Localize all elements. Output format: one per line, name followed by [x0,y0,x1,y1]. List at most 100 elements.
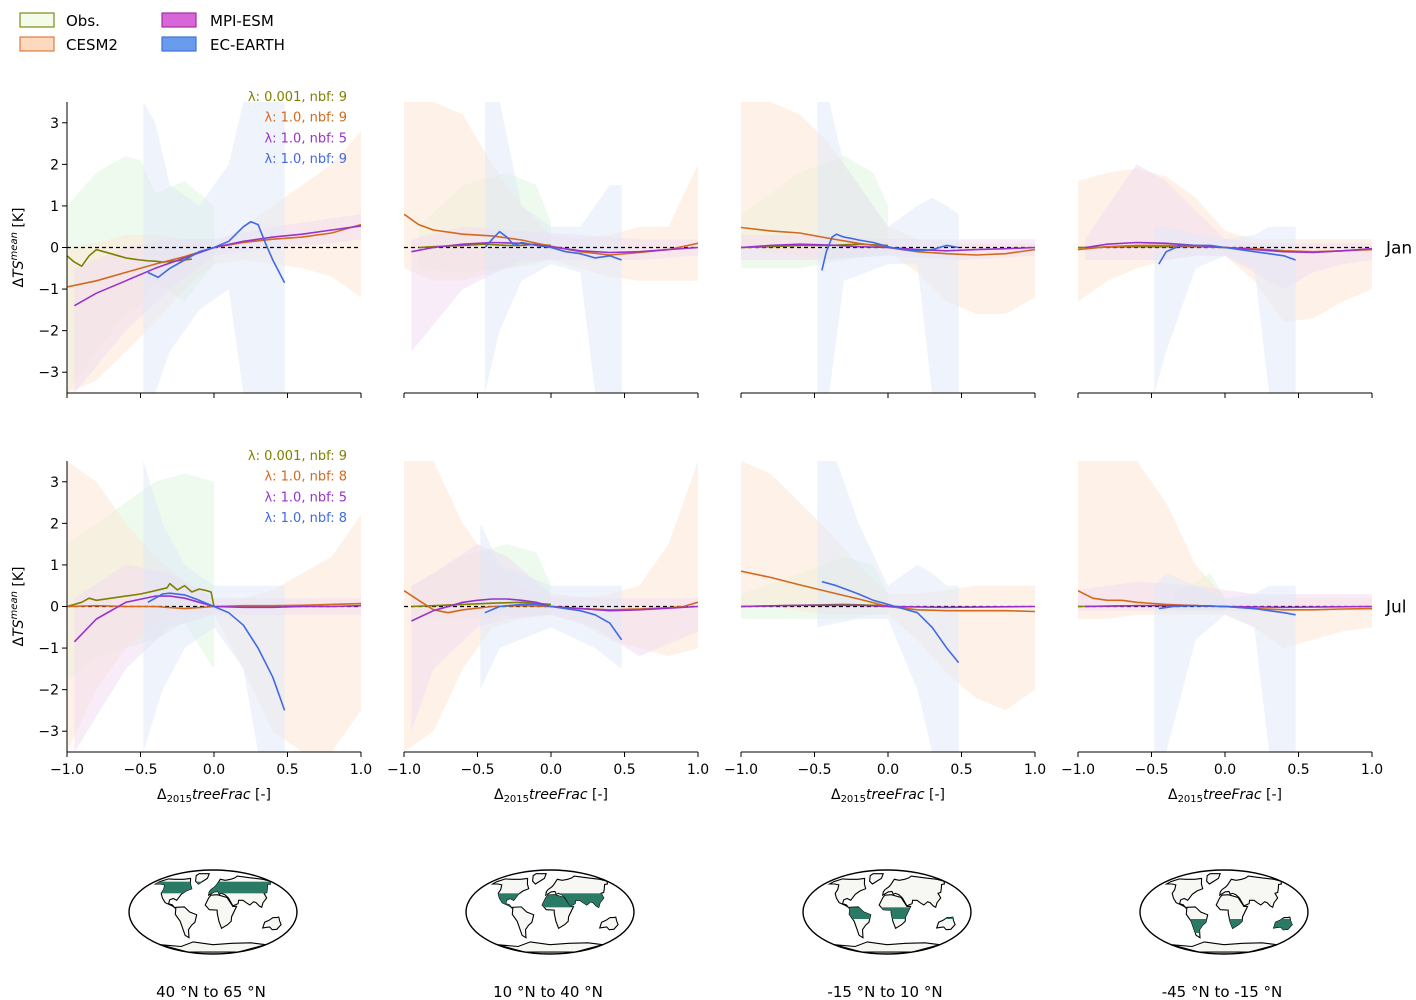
legend-label-cesm2: CESM2 [66,36,118,54]
continent-outline [174,906,198,939]
series-line-mpi-esm [741,604,1035,609]
y-tick-label: 2 [50,157,59,173]
band-mpi-esm [411,226,698,352]
series-line-obs [67,248,192,267]
series-line-ec-earth [821,580,960,664]
map-frame [802,869,972,955]
legend-label-mpi-esm: MPI-ESM [210,12,274,30]
panel-jan-4: Jan [1077,164,1412,398]
map-frame [128,869,298,955]
y-tick-label: 1 [50,558,59,574]
y-tick-label: −2 [38,683,59,699]
region-label: -15 °N to 10 °N [827,983,942,1000]
plot-area [741,461,1035,752]
plot-area [404,461,698,752]
row-label: Jan [1385,239,1412,259]
x-tick-label: 1.0 [687,762,709,778]
x-tick-label: 0.0 [540,762,562,778]
y-tick-label: 3 [50,116,59,132]
series-line-ec-earth [821,233,959,271]
x-tick-label: 1.0 [1024,762,1046,778]
series-line-obs [67,582,215,608]
legend-entry-obs: Obs. [19,12,100,30]
x-tick-label: −1.0 [724,762,758,778]
fit-annotation: λ: 0.001, nbf: 9 [248,449,347,464]
panel-jul-2: −1.0 −0.5 0.0 0.5 1.0 Δ2015treeFrac [-] [387,461,709,805]
region-label: 40 °N to 65 °N [156,983,266,1000]
y-tick-label: −2 [38,324,59,340]
y-tick-label: 3 [50,475,59,491]
y-tick-label: 0 [50,241,59,257]
continent-outline [1164,877,1204,909]
y-tick-label: 2 [50,516,59,532]
fit-annotation: λ: 1.0, nbf: 8 [264,470,347,485]
continent-outline [1218,875,1283,909]
series-line-obs [411,601,552,608]
x-tick-label: −1.0 [1061,762,1095,778]
x-tick-label: −1.0 [50,762,84,778]
continent-outline [598,916,619,931]
region-map-4: -45 °N to -15 °N [1139,869,1309,1000]
continent-outline [532,873,547,885]
y-axis-label: ΔTSmean [K] [9,208,27,288]
continent-outline [1171,941,1277,953]
y-tick-label: −3 [38,724,59,740]
fit-annotation: λ: 1.0, nbf: 9 [264,111,347,126]
legend-entry-mpi-esm: MPI-ESM [161,12,274,30]
continent-outline [497,941,603,953]
series-line-ec-earth [1158,244,1296,265]
continent-outline [827,877,867,909]
x-axis-label: Δ2015treeFrac [-] [1168,787,1282,805]
y-tick-label: −1 [38,282,59,298]
plot-area [67,461,361,752]
legend-entry-ec-earth: EC-EARTH [161,36,285,54]
chart-grid: −3 −2 −1 0 1 2 3 ΔTSmean [K] λ: 0.001, nbf: 9 λ: … [9,90,1412,805]
series-line-mpi-esm [73,595,361,643]
plot-area [1078,164,1372,393]
x-axis-label: Δ2015treeFrac [-] [157,787,271,805]
plot-area [1078,461,1372,752]
legend-swatch-mpi-esm [161,12,197,28]
series-line-ec-earth [147,592,286,711]
x-tick-label: 0.0 [203,762,225,778]
continent-outline [511,906,535,939]
x-tick-label: 0.0 [877,762,899,778]
legend-label-ec-earth: EC-EARTH [210,36,285,54]
highlighted-region [155,881,282,894]
region-label: -45 °N to -15 °N [1162,983,1283,1000]
panel-jan-2 [403,102,699,398]
legend-label-obs: Obs. [66,12,100,30]
panel-jul-1: −1.0 −0.5 0.0 0.5 1.0 Δ2015treeFrac [-] −3 −2 −1… [9,449,372,805]
x-tick-label: −0.5 [798,762,832,778]
y-axis-label: ΔTSmean [K] [9,567,27,647]
series-line-mpi-esm [411,598,698,622]
continent-outline [1206,873,1221,885]
band-cesm2 [741,102,1035,314]
fit-annotation: λ: 1.0, nbf: 5 [264,131,347,146]
x-tick-label: 0.0 [1214,762,1236,778]
x-tick-label: 1.0 [350,762,372,778]
x-tick-label: −0.5 [461,762,495,778]
region-label: 10 °N to 40 °N [493,983,603,1000]
series-line-ec-earth [484,230,622,261]
fit-annotation: λ: 0.001, nbf: 9 [248,90,347,105]
x-tick-label: −0.5 [124,762,158,778]
legend-entry-cesm2: CESM2 [19,36,118,54]
continent-outline [160,941,266,953]
region-map-3: -15 °N to 10 °N [802,869,972,1000]
plot-area [67,102,361,393]
series-line-ec-earth [1158,604,1296,616]
x-tick-label: −0.5 [1135,762,1169,778]
y-tick-label: 1 [50,199,59,215]
band-ec-earth [1154,226,1296,393]
band-cesm2 [1078,461,1372,649]
x-tick-label: 0.5 [276,762,298,778]
x-tick-label: 1.0 [1361,762,1383,778]
x-tick-label: 0.5 [613,762,635,778]
band-cesm2 [741,461,1035,711]
legend: Obs. CESM2 MPI-ESM EC-EARTH [19,12,285,54]
region-map-1: 40 °N to 65 °N [128,869,298,1000]
continent-outline [261,916,282,931]
map-frame [1139,869,1309,955]
